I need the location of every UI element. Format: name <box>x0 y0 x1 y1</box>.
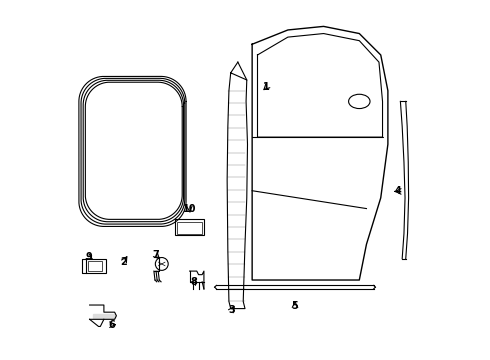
Text: 10: 10 <box>183 203 196 213</box>
Text: 1: 1 <box>263 82 270 92</box>
Polygon shape <box>93 314 115 318</box>
Text: 6: 6 <box>108 320 115 330</box>
Text: 5: 5 <box>292 301 298 311</box>
Text: 3: 3 <box>228 305 235 315</box>
Text: 4: 4 <box>394 186 401 197</box>
Text: 8: 8 <box>191 277 197 287</box>
Text: 7: 7 <box>152 250 159 260</box>
Text: 9: 9 <box>85 252 92 262</box>
Text: 2: 2 <box>120 257 127 267</box>
